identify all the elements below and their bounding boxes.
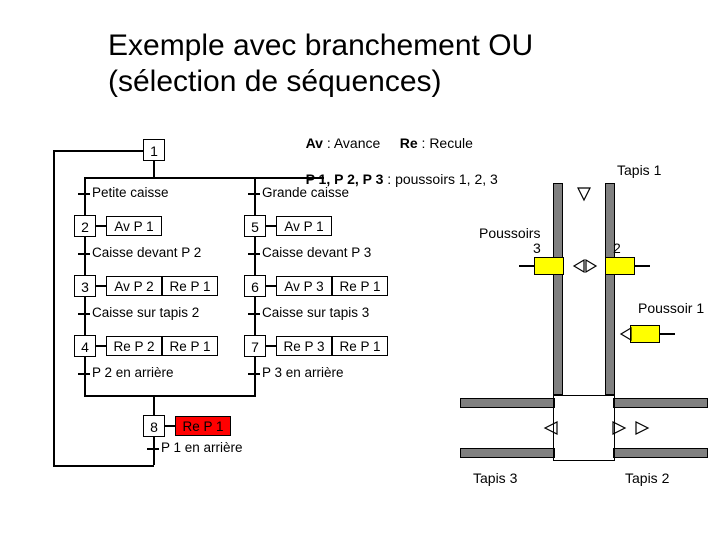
transition-grande-caisse: Grande caisse [262,185,349,200]
connector [165,425,175,427]
tapis-1-label: Tapis 1 [617,162,661,178]
transition-t7: P 3 en arrière [262,365,344,380]
poussoir-3-rod [519,265,534,267]
connector [153,395,155,415]
transition-tick [78,313,90,315]
poussoirs-label: Poussoirs [479,225,540,241]
connector [153,437,155,465]
connector [53,150,55,466]
junction-area [553,395,615,461]
step-7-action-a: Re P 3 [276,336,332,356]
step-7-box: 7 [244,335,266,357]
step-7-action-b: Re P 1 [332,336,388,356]
connector [254,237,256,275]
page-title: Exemple avec branchement OU (sélection d… [108,28,533,100]
transition-t3: Caisse sur tapis 2 [92,305,199,320]
connector [266,225,276,227]
tapis-3-rail-bot [460,448,555,458]
connector [96,345,106,347]
connector [84,237,86,275]
poussoir-3 [534,257,564,275]
transition-tick [248,193,260,195]
connector [266,285,276,287]
transition-tick [147,448,159,450]
transition-tick [248,253,260,255]
connector [254,357,256,395]
transition-t6: Caisse sur tapis 3 [262,305,369,320]
transition-tick [78,373,90,375]
step-1-box: 1 [143,139,165,161]
step-4-action-a: Re P 2 [106,336,162,356]
step-2-action: Av P 1 [106,216,162,236]
tapis-3-label: Tapis 3 [473,470,517,486]
connector [53,150,143,152]
transition-t5: Caisse devant P 3 [262,245,371,260]
poussoir-1 [630,325,660,343]
step-3-action-a: Av P 2 [106,276,162,296]
connector [153,161,155,177]
connector [84,395,256,397]
transition-tick [78,193,90,195]
tapis-1-rail-left [553,183,563,395]
step-5-action: Av P 1 [276,216,332,236]
step-2-box: 2 [74,215,96,237]
connector [96,285,106,287]
transition-t8: P 1 en arrière [161,440,243,455]
tapis-2-rail-bot [613,448,708,458]
step-3-box: 3 [74,275,96,297]
step-6-action-b: Re P 1 [332,276,388,296]
transition-petite-caisse: Petite caisse [92,185,169,200]
step-5-box: 5 [244,215,266,237]
step-4-action-b: Re P 1 [162,336,218,356]
poussoir-3-num: 3 [533,240,541,256]
poussoir-2-num: 2 [613,240,621,256]
tapis-1-rail-right [605,183,615,395]
step-8-action: Re P 1 [175,416,231,436]
poussoir-2 [605,257,635,275]
connector [84,177,324,179]
poussoir-2-rod [635,265,650,267]
step-6-action-a: Av P 3 [276,276,332,296]
legend-line1: Av : Avance Re : Recule [306,135,473,151]
step-3-action-b: Re P 1 [162,276,218,296]
poussoir-1-rod [660,333,675,335]
connector [53,465,154,467]
step-4-box: 4 [74,335,96,357]
transition-tick [248,313,260,315]
transition-tick [248,373,260,375]
step-6-box: 6 [244,275,266,297]
tapis-3-rail-top [460,398,555,408]
poussoir-1-label: Poussoir 1 [638,300,704,316]
connector [84,297,86,335]
transition-t2: Caisse devant P 2 [92,245,201,260]
tapis-2-label: Tapis 2 [625,470,669,486]
tapis-2-rail-top [613,398,708,408]
transition-tick [78,253,90,255]
connector [96,225,106,227]
connector [84,177,86,215]
transition-t4: P 2 en arrière [92,365,174,380]
connector [84,357,86,395]
connector [254,177,256,215]
step-8-box: 8 [143,415,165,437]
connector [266,345,276,347]
connector [254,297,256,335]
